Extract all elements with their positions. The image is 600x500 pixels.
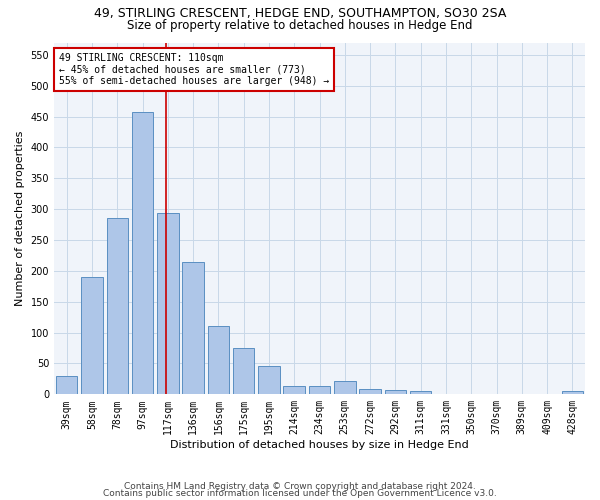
Y-axis label: Number of detached properties: Number of detached properties	[15, 130, 25, 306]
Bar	[258, 366, 280, 394]
Bar	[309, 386, 330, 394]
Bar	[107, 218, 128, 394]
Bar	[283, 386, 305, 394]
Bar	[208, 326, 229, 394]
Bar	[562, 391, 583, 394]
Text: 49, STIRLING CRESCENT, HEDGE END, SOUTHAMPTON, SO30 2SA: 49, STIRLING CRESCENT, HEDGE END, SOUTHA…	[94, 8, 506, 20]
Text: Contains HM Land Registry data © Crown copyright and database right 2024.: Contains HM Land Registry data © Crown c…	[124, 482, 476, 491]
Bar	[334, 382, 356, 394]
Text: 49 STIRLING CRESCENT: 110sqm
← 45% of detached houses are smaller (773)
55% of s: 49 STIRLING CRESCENT: 110sqm ← 45% of de…	[59, 53, 329, 86]
Bar	[182, 262, 204, 394]
Bar	[157, 214, 179, 394]
Bar	[132, 112, 153, 395]
Text: Size of property relative to detached houses in Hedge End: Size of property relative to detached ho…	[127, 19, 473, 32]
Bar	[385, 390, 406, 394]
Bar	[359, 389, 381, 394]
Bar	[81, 277, 103, 394]
X-axis label: Distribution of detached houses by size in Hedge End: Distribution of detached houses by size …	[170, 440, 469, 450]
Bar	[410, 391, 431, 394]
Bar	[233, 348, 254, 395]
Text: Contains public sector information licensed under the Open Government Licence v3: Contains public sector information licen…	[103, 489, 497, 498]
Bar	[56, 376, 77, 394]
